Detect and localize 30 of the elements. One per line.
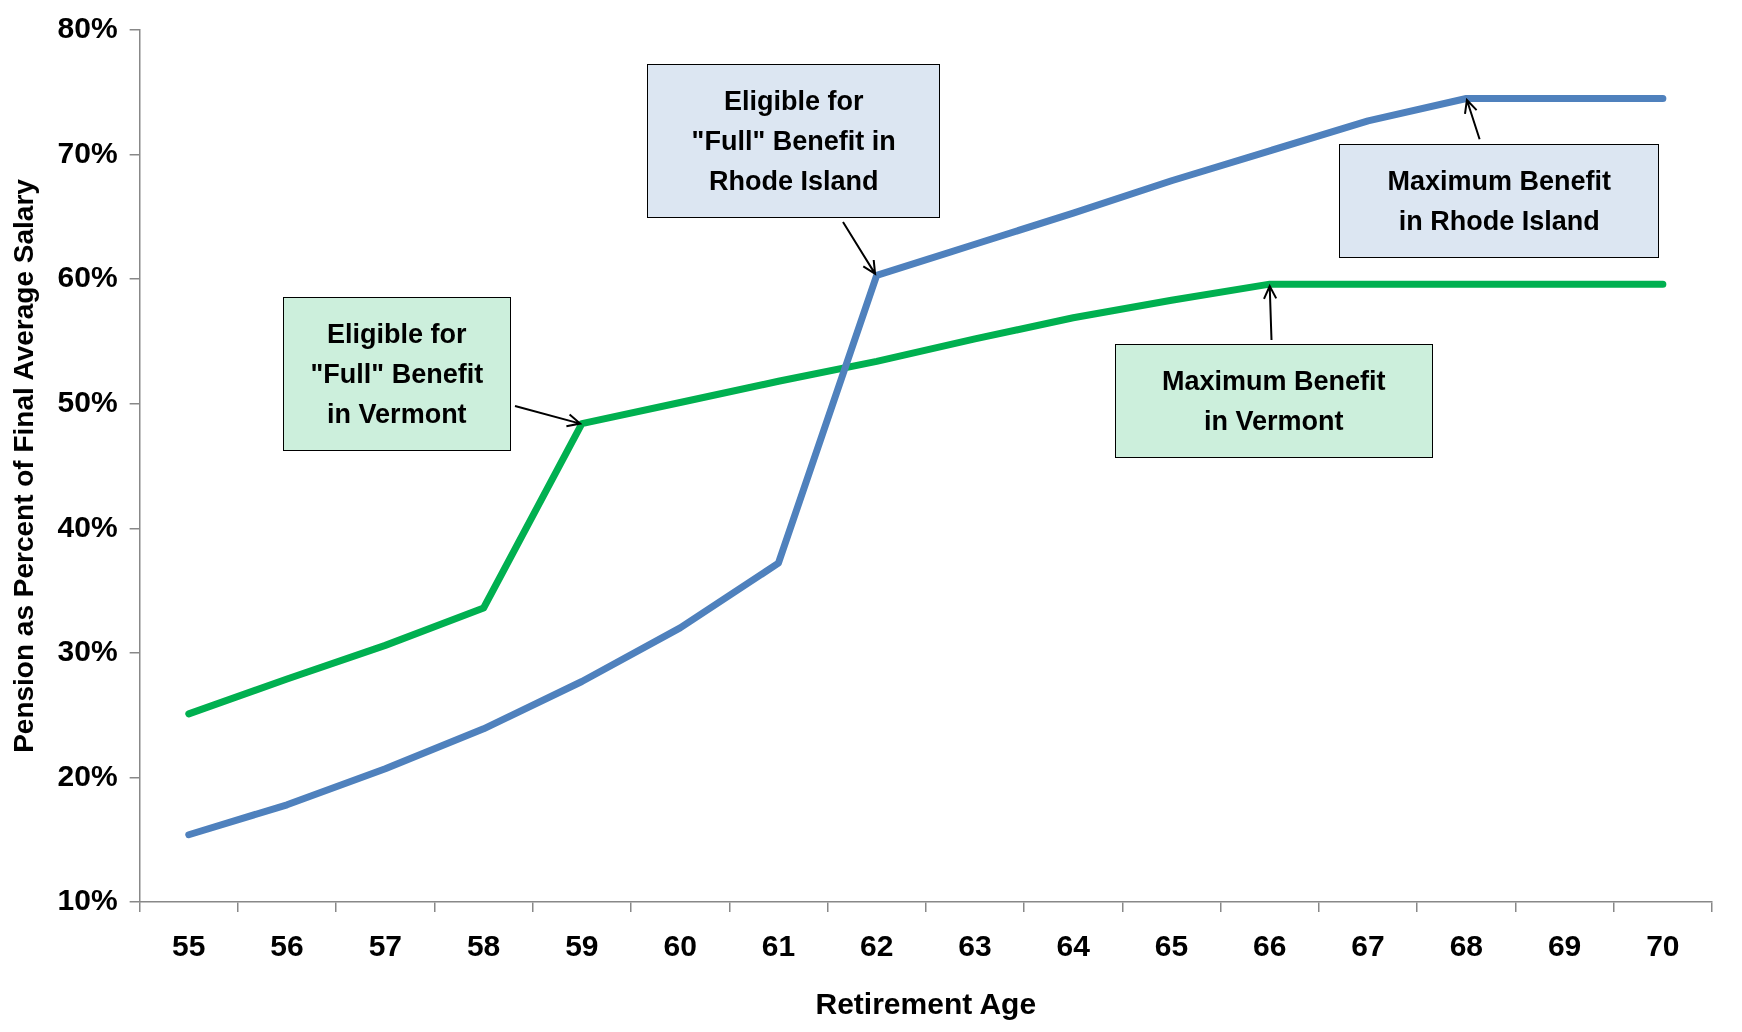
y-tick-label: 20% bbox=[57, 758, 118, 792]
y-tick-label: 50% bbox=[57, 384, 118, 418]
x-tick-label: 63 bbox=[958, 929, 992, 963]
y-tick-label: 40% bbox=[57, 509, 118, 543]
x-tick-label: 65 bbox=[1154, 929, 1189, 963]
x-axis-title: Retirement Age bbox=[815, 987, 1037, 1021]
x-tick-label: 56 bbox=[270, 929, 304, 963]
x-tick-label: 58 bbox=[466, 929, 501, 963]
callout: Eligible for "Full" Benefit in Vermont bbox=[282, 296, 511, 451]
x-tick-label: 60 bbox=[663, 929, 697, 963]
y-tick-label: 60% bbox=[57, 260, 118, 294]
callout: Maximum Benefit in Vermont bbox=[1114, 344, 1433, 459]
y-tick-label: 10% bbox=[57, 883, 118, 917]
x-tick-label: 70 bbox=[1646, 929, 1680, 963]
x-tick-label: 68 bbox=[1449, 929, 1484, 963]
y-tick-label: 70% bbox=[57, 135, 118, 169]
x-tick-label: 55 bbox=[172, 929, 206, 963]
x-tick-label: 69 bbox=[1547, 929, 1582, 963]
x-tick-label: 62 bbox=[860, 929, 894, 963]
callout: Eligible for "Full" Benefit in Rhode Island bbox=[647, 64, 941, 219]
y-tick-label: 30% bbox=[57, 634, 118, 668]
x-tick-label: 59 bbox=[565, 929, 599, 963]
x-tick-label: 66 bbox=[1253, 929, 1287, 963]
y-axis-title: Pension as Percent of Final Average Salary bbox=[7, 178, 39, 753]
x-tick-label: 57 bbox=[368, 929, 403, 963]
x-tick-label: 61 bbox=[761, 929, 796, 963]
x-tick-label: 67 bbox=[1351, 929, 1385, 963]
y-tick-label: 80% bbox=[57, 11, 118, 45]
x-tick-label: 64 bbox=[1056, 929, 1091, 963]
callout: Maximum Benefit in Rhode Island bbox=[1339, 143, 1660, 258]
